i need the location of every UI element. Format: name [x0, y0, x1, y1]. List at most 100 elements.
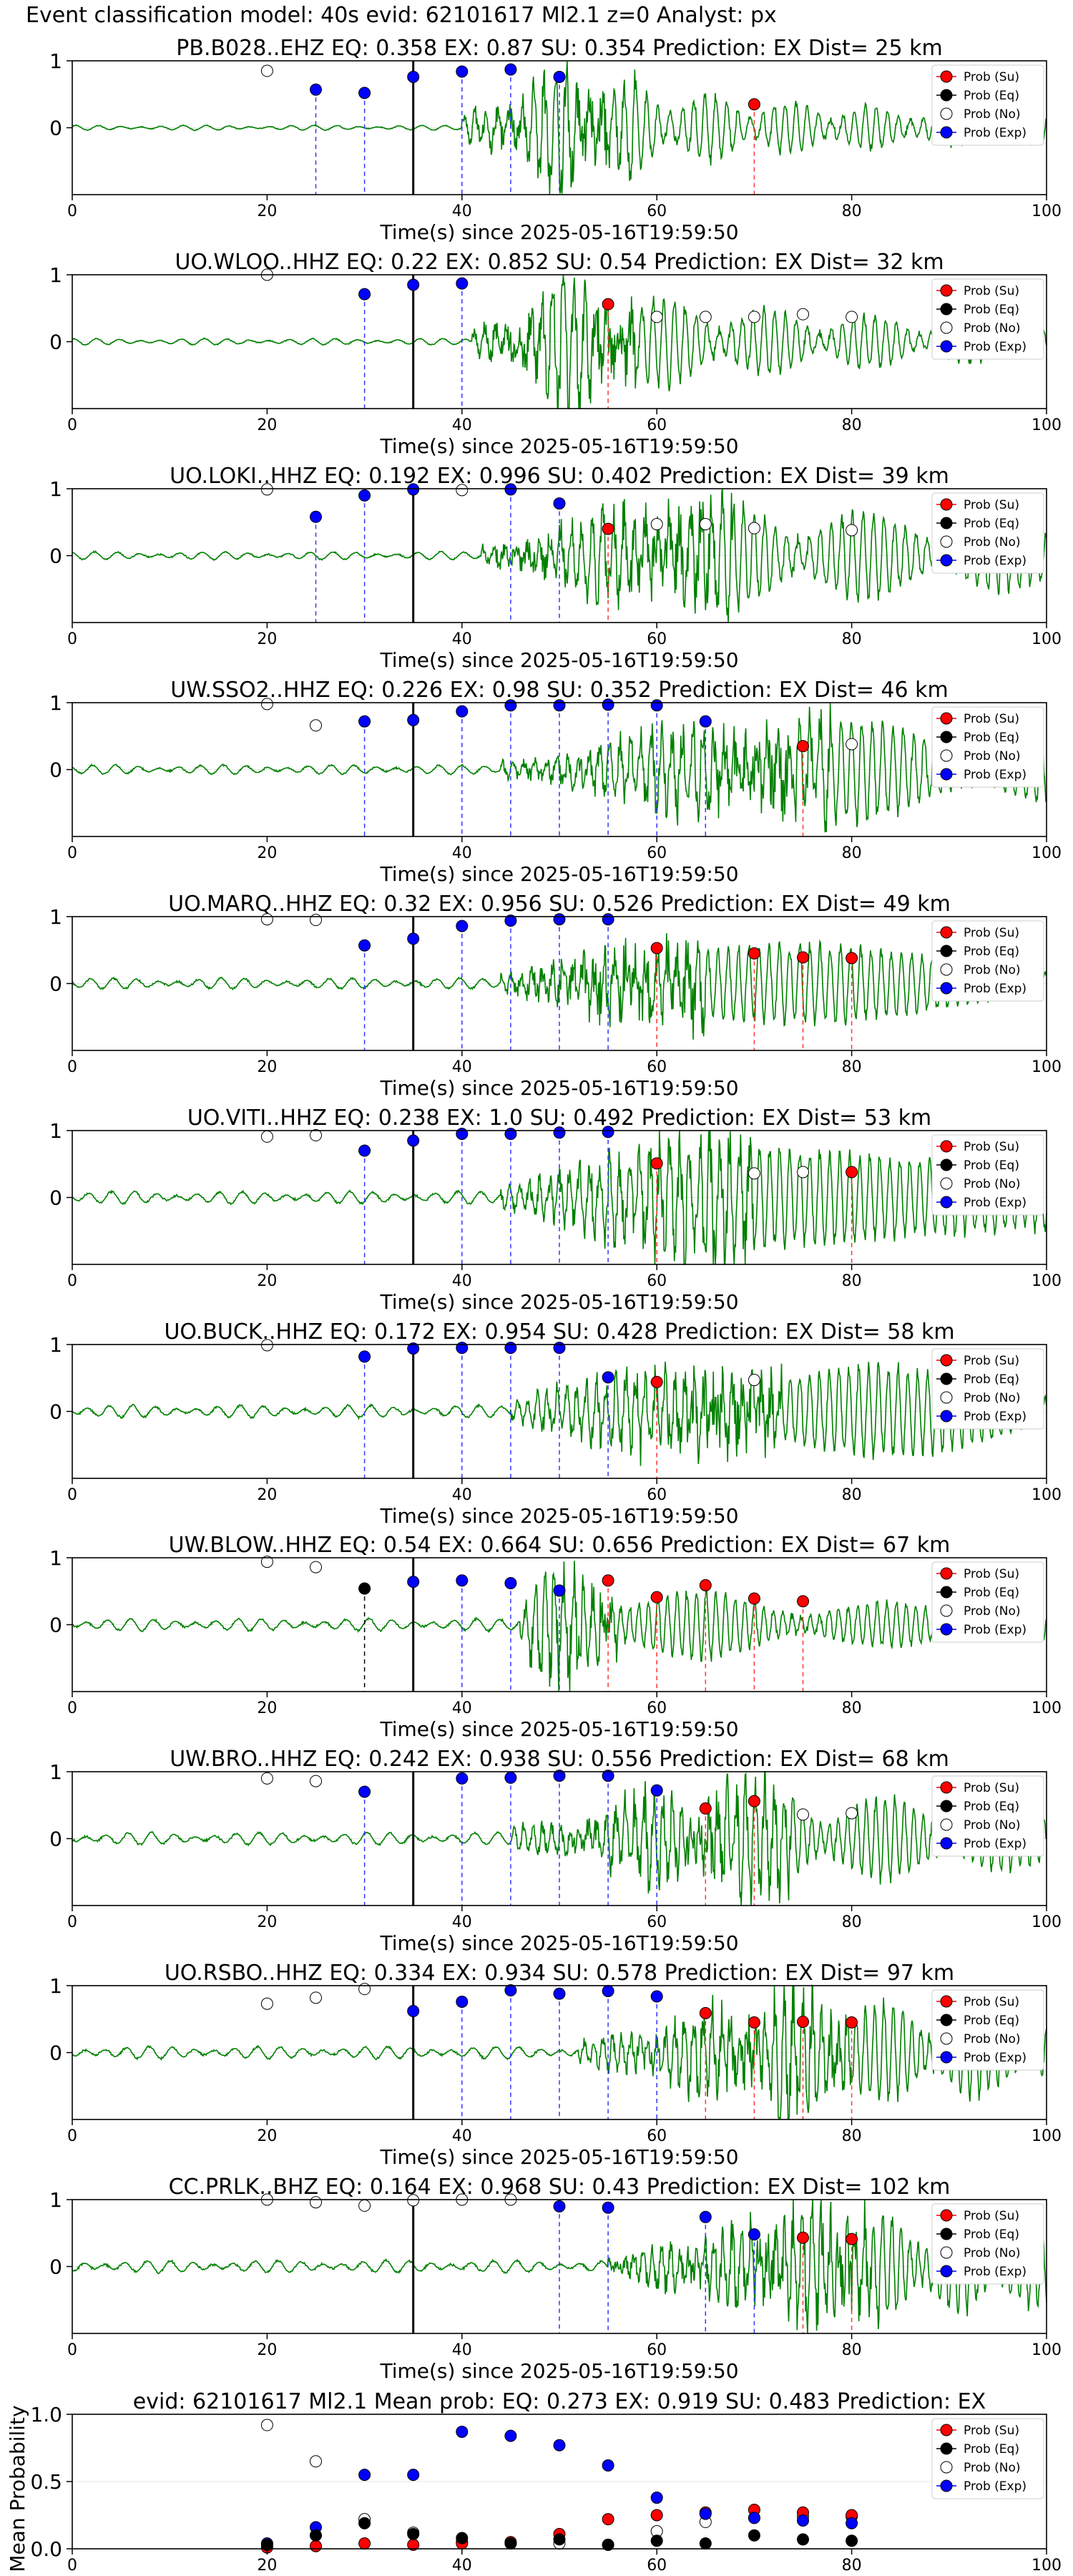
prob-exp-marker — [504, 483, 517, 496]
y-tick-label: 0 — [49, 972, 62, 996]
prob-no-marker — [310, 2196, 322, 2209]
x-tick-label: 80 — [842, 630, 862, 648]
prob-exp-marker — [602, 2201, 614, 2214]
legend-marker — [940, 2051, 953, 2064]
x-tick-label: 40 — [452, 1272, 472, 1290]
prob-su-marker — [650, 942, 663, 955]
x-axis-label: Time(s) since 2025-05-16T19:59:50 — [379, 1076, 738, 1100]
mean-probability-panel: evid: 62101617 Ml2.1 Mean prob: EQ: 0.27… — [6, 2389, 1062, 2575]
x-tick-label: 20 — [257, 203, 277, 220]
prob-exp-marker — [602, 1770, 614, 1782]
prob-exp-marker — [504, 1771, 517, 1784]
y-tick-label: 0 — [49, 545, 62, 568]
prob-exp-marker — [407, 1134, 420, 1147]
legend-box — [931, 2418, 1044, 2499]
x-axis-label: Time(s) since 2025-05-16T19:59:50 — [379, 1931, 738, 1955]
legend-marker — [940, 517, 953, 530]
legend-label: Prob (Exp) — [964, 1837, 1027, 1851]
legend-label: Prob (Eq) — [964, 2442, 1019, 2457]
prob-exp-marker — [358, 288, 371, 301]
x-tick-label: 100 — [1032, 2557, 1062, 2575]
legend-label: Prob (Eq) — [964, 2014, 1019, 2028]
prob-no-marker — [260, 1772, 273, 1785]
prob-no-marker — [260, 1997, 273, 2010]
prob-su-marker — [748, 1795, 760, 1807]
legend-marker — [940, 2209, 953, 2222]
legend-label: Prob (No) — [964, 2032, 1021, 2046]
legend-marker — [940, 1196, 953, 1209]
prob-exp-marker — [456, 1772, 469, 1785]
mean-exp-marker — [699, 2507, 712, 2520]
prob-exp-marker — [602, 1126, 614, 1138]
legend-marker — [940, 303, 953, 316]
y-tick-label: 1 — [49, 263, 62, 287]
waveform-trace — [72, 1771, 1047, 1906]
prob-no-marker — [310, 914, 322, 927]
y-tick-label: 1 — [49, 477, 62, 501]
panel-title: UO.RSBO..HHZ EQ: 0.334 EX: 0.934 SU: 0.5… — [165, 1961, 954, 1986]
prob-su-marker — [797, 951, 809, 964]
x-tick-label: 0 — [67, 203, 77, 220]
legend-label: Prob (Exp) — [964, 2265, 1027, 2279]
x-tick-label: 20 — [257, 416, 277, 434]
plot-frame — [72, 2414, 1047, 2550]
prob-su-marker — [846, 952, 858, 965]
x-tick-label: 40 — [452, 203, 472, 220]
station-panel-7: UO.BUCK..HHZ EQ: 0.172 EX: 0.954 SU: 0.4… — [49, 1319, 1062, 1528]
prob-exp-marker — [358, 1350, 371, 1363]
prob-exp-marker — [553, 1987, 566, 2000]
x-tick-label: 100 — [1032, 1058, 1062, 1076]
panel-title: UO.WLOO..HHZ EQ: 0.22 EX: 0.852 SU: 0.54… — [175, 250, 944, 275]
prob-exp-marker — [407, 2005, 420, 2018]
prob-no-marker — [310, 1561, 322, 1574]
prob-su-marker — [650, 1375, 663, 1388]
waveform-trace — [72, 702, 1047, 833]
legend-label: Prob (Exp) — [964, 982, 1027, 996]
prob-no-marker — [310, 1775, 322, 1787]
legend-marker — [940, 1177, 953, 1190]
prob-exp-marker — [650, 1990, 663, 2003]
y-tick-label: 1 — [49, 1333, 62, 1357]
mean-no-marker — [310, 2455, 322, 2468]
waveform-trace — [72, 1561, 1047, 1692]
x-tick-label: 80 — [842, 1272, 862, 1290]
prob-exp-marker — [553, 2200, 566, 2212]
prob-no-marker — [748, 1167, 760, 1180]
prob-exp-marker — [456, 1574, 469, 1587]
prob-exp-marker — [310, 83, 322, 96]
legend-marker — [940, 1391, 953, 1404]
station-panel-4: UW.SSO2..HHZ EQ: 0.226 EX: 0.98 SU: 0.35… — [49, 678, 1062, 886]
x-tick-label: 80 — [842, 203, 862, 220]
prob-exp-marker — [553, 1584, 566, 1597]
prob-exp-marker — [456, 919, 469, 932]
legend-marker — [940, 321, 953, 334]
prob-exp-marker — [504, 914, 517, 927]
legend-marker — [940, 2228, 953, 2240]
y-tick-label: 0 — [49, 758, 62, 782]
x-tick-label: 0 — [67, 1913, 77, 1931]
legend-marker — [940, 768, 953, 781]
legend-box — [931, 492, 1044, 574]
waveform-trace — [72, 488, 1047, 623]
mean-exp-marker — [456, 2425, 469, 2438]
plot-frame — [72, 1557, 1047, 1692]
prob-su-marker — [602, 522, 614, 535]
x-tick-label: 100 — [1032, 1913, 1062, 1931]
legend-label: Prob (Eq) — [964, 945, 1019, 959]
prob-no-marker — [797, 1808, 809, 1821]
legend-label: Prob (No) — [964, 2246, 1021, 2260]
prob-su-marker — [748, 98, 760, 111]
legend-label: Prob (Su) — [964, 2209, 1019, 2223]
plot-frame — [72, 488, 1047, 623]
prob-su-marker — [602, 298, 614, 311]
x-tick-label: 60 — [647, 844, 667, 862]
legend-marker — [940, 1158, 953, 1171]
x-tick-label: 100 — [1032, 416, 1062, 434]
y-tick-label: 1 — [49, 1760, 62, 1784]
mean-exp-marker — [407, 2469, 420, 2482]
x-tick-label: 60 — [647, 2341, 667, 2359]
plot-frame — [72, 1985, 1047, 2120]
legend-label: Prob (No) — [964, 2461, 1021, 2475]
mean-eq-marker — [699, 2537, 712, 2550]
x-tick-label: 20 — [257, 844, 277, 862]
